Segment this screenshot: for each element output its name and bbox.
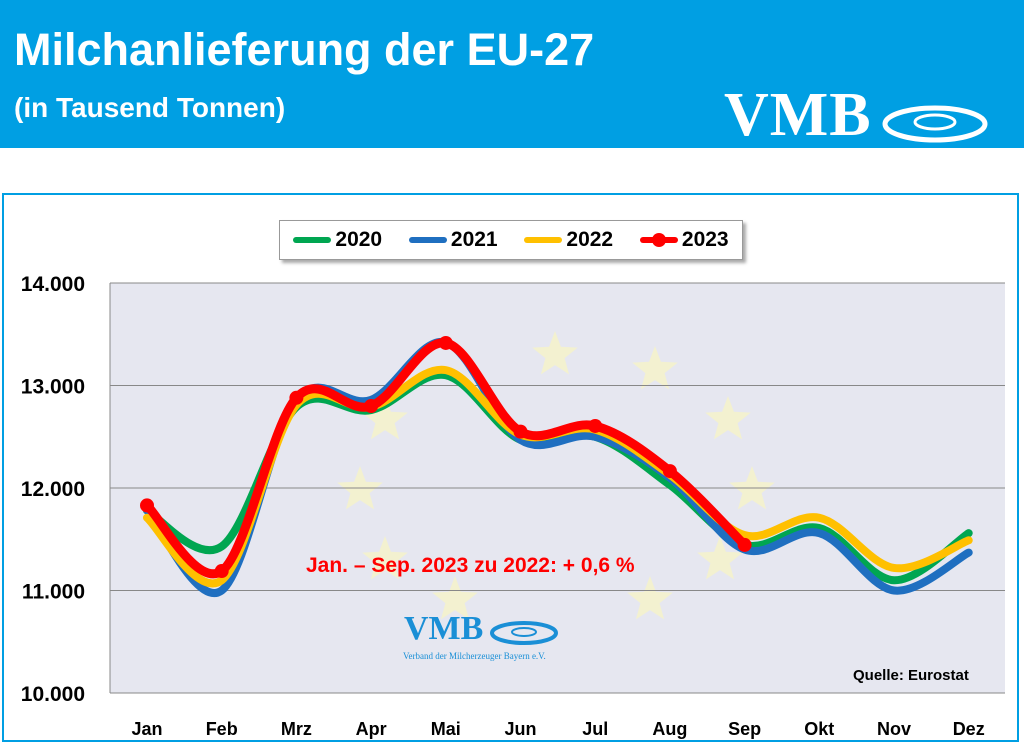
legend-swatch	[408, 237, 447, 243]
legend-label: 2022	[566, 228, 614, 251]
x-tick-label: Mai	[431, 719, 461, 739]
legend-swatch	[293, 237, 332, 243]
eu-star-icon	[532, 331, 578, 375]
data-point-2023	[140, 498, 154, 513]
page-title: Milchanlieferung der EU-27	[14, 24, 595, 75]
watermark-logo: VMB	[404, 612, 559, 646]
data-point-2023	[662, 464, 677, 479]
y-tick-label: 10.000	[21, 683, 85, 706]
chart-frame	[2, 193, 1019, 742]
data-point-2023	[588, 418, 603, 433]
x-tick-label: Feb	[206, 719, 238, 739]
x-tick-label: Sep	[728, 719, 761, 739]
vmb-emblem-icon	[490, 621, 559, 646]
y-tick-label: 11.000	[22, 581, 85, 604]
legend-swatch	[524, 237, 563, 243]
x-tick-label: Mrz	[281, 719, 312, 739]
x-tick-label: Dez	[953, 719, 985, 739]
watermark-logo-text: VMB	[404, 610, 484, 647]
data-point-2023	[289, 390, 304, 405]
legend-marker	[651, 233, 666, 247]
watermark-tagline: Verband der Milcherzeuger Bayern e.V.	[403, 651, 546, 661]
x-tick-label: Jan	[131, 719, 162, 739]
x-tick-label: Okt	[804, 719, 834, 739]
vmb-logo-text: VMB	[724, 81, 872, 149]
header-banner: Milchanlieferung der EU-27 (in Tausend T…	[0, 0, 1024, 148]
vmb-logo: VMB	[724, 84, 990, 146]
eu-star-icon	[362, 396, 408, 440]
eu-star-icon	[705, 396, 751, 440]
y-tick-label: 13.000	[21, 376, 85, 399]
legend: 2020 2021 2022 2023	[279, 220, 743, 260]
legend-item-2021: 2021	[408, 228, 498, 252]
vmb-emblem-icon	[882, 105, 988, 143]
data-point-2023	[513, 424, 528, 439]
x-tick-label: Aug	[652, 719, 687, 739]
legend-swatch	[639, 233, 678, 247]
page-subtitle: (in Tausend Tonnen)	[14, 92, 286, 123]
x-tick-label: Jun	[504, 719, 536, 739]
data-point-2023	[438, 335, 453, 350]
legend-item-2023: 2023	[639, 228, 729, 252]
x-tick-label: Apr	[356, 719, 387, 739]
eu-star-icon	[632, 346, 678, 390]
data-point-2023	[214, 564, 229, 579]
eu-star-icon	[432, 576, 478, 620]
data-point-2023	[737, 537, 752, 552]
data-point-2023	[364, 399, 379, 413]
y-tick-label: 14.000	[21, 273, 85, 296]
legend-item-2022: 2022	[524, 228, 613, 252]
series-line-2023	[142, 338, 750, 579]
annotation: Jan. – Sep. 2023 zu 2022: + 0,6 %	[306, 554, 635, 577]
eu-star-icon	[627, 576, 673, 620]
eu-star-icon	[697, 536, 743, 580]
legend-label: 2023	[681, 228, 729, 251]
legend-label: 2020	[335, 228, 383, 251]
x-tick-label: Jul	[582, 719, 608, 739]
legend-item-2020: 2020	[293, 228, 382, 252]
x-tick-label: Nov	[877, 719, 911, 739]
legend-label: 2021	[450, 228, 498, 251]
eu-star-icon	[362, 536, 408, 580]
y-tick-label: 12.000	[21, 478, 85, 501]
source-label: Quelle: Eurostat	[853, 667, 969, 684]
